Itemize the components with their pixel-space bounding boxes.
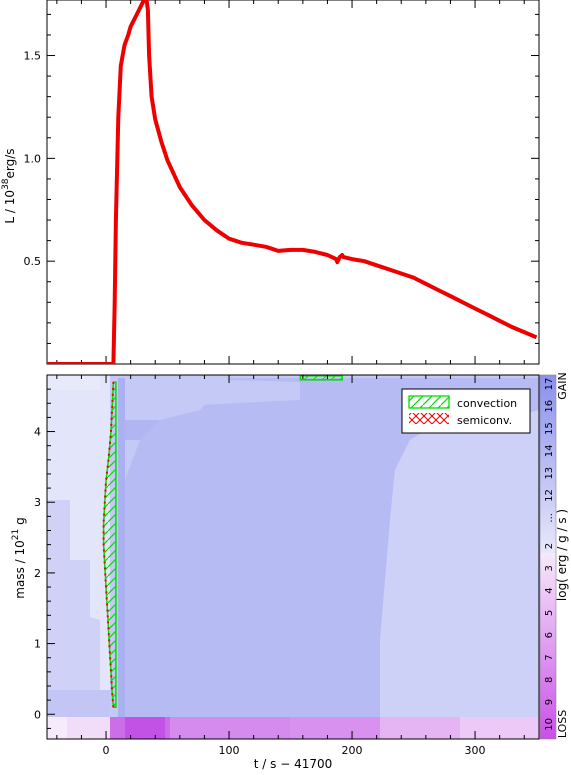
legend: convection semiconv. bbox=[401, 388, 531, 434]
colorbar-gain-labels: 17 16 15 14 13 12... bbox=[544, 378, 555, 523]
colorbar-title: log( erg / g / s ) bbox=[555, 509, 569, 601]
top-panel-frame bbox=[46, 0, 540, 365]
top-y-tick-labels: 0.5 1.0 1.5 bbox=[24, 50, 42, 269]
colorbar-loss-tick-label: 7 bbox=[544, 654, 555, 660]
colorbar-frame bbox=[539, 374, 557, 740]
legend-label-semiconvection: semiconv. bbox=[457, 414, 512, 427]
bottom-y-tick-label: 1 bbox=[34, 638, 41, 651]
bottom-y-tick-label: 2 bbox=[34, 567, 41, 580]
top-y-tick-label: 1.0 bbox=[24, 152, 42, 165]
colorbar-gain-tick-label: 12 bbox=[544, 489, 555, 502]
x-tick-label: 0 bbox=[103, 744, 110, 757]
bottom-y-axis-label: mass / 1021 g bbox=[11, 517, 27, 598]
x-tick-label: 300 bbox=[465, 744, 486, 757]
bottom-panel-frame bbox=[46, 374, 540, 740]
colorbar-gain-gradient bbox=[540, 375, 556, 553]
top-convection-strip bbox=[299, 375, 343, 381]
colorbar-gain-tick-label: 14 bbox=[544, 445, 555, 458]
colorbar-gain-tick-label: 13 bbox=[544, 467, 555, 480]
colorbar-gain-label: GAIN bbox=[556, 372, 569, 400]
convection-zone bbox=[102, 381, 117, 708]
bottom-panel-ticks bbox=[47, 375, 525, 739]
colorbar-loss-tick-label: 8 bbox=[544, 677, 555, 683]
luminosity-series-line bbox=[47, 0, 538, 364]
colorbar-gain-tick-label: ... bbox=[544, 513, 555, 523]
colorbar-gain-tick-label: 15 bbox=[544, 422, 555, 435]
x-tick-label: 200 bbox=[342, 744, 363, 757]
bottom-y-tick-label: 0 bbox=[34, 708, 41, 721]
colorbar-loss-tick-label: 4 bbox=[544, 587, 555, 593]
bottom-y-tick-label: 4 bbox=[34, 426, 41, 439]
x-tick-labels: 0 100 200 300 bbox=[103, 744, 486, 757]
legend-swatch-convection bbox=[408, 395, 450, 409]
colorbar-loss-tick-label: 10 bbox=[544, 718, 555, 731]
colorbar-loss-gradient bbox=[540, 553, 556, 739]
colorbar-gain-tick-label: 17 bbox=[544, 378, 555, 391]
bottom-y-tick-label: 3 bbox=[34, 496, 41, 509]
colorbar: 17 16 15 14 13 12... 2 3 4 5 6 7 8 9 10 GAIN log( erg… bbox=[539, 372, 569, 740]
colorbar-loss-tick-label: 3 bbox=[544, 565, 555, 571]
colorbar-loss-label: LOSS bbox=[556, 710, 569, 738]
legend-swatch-semiconvection bbox=[409, 413, 449, 424]
top-panel-ticks bbox=[47, 0, 539, 364]
colorbar-loss-labels: 2 3 4 5 6 7 8 9 10 bbox=[544, 543, 555, 731]
top-y-tick-label: 1.5 bbox=[24, 50, 42, 63]
colorbar-loss-tick-label: 9 bbox=[544, 699, 555, 705]
colorbar-loss-tick-label: 2 bbox=[544, 543, 555, 549]
x-tick-label: 100 bbox=[219, 744, 240, 757]
semiconvection-marks bbox=[102, 382, 115, 708]
top-y-axis-label: L / 1038erg/s bbox=[1, 148, 17, 223]
legend-label-convection: convection bbox=[457, 397, 517, 410]
colorbar-loss-tick-label: 5 bbox=[544, 610, 555, 616]
x-axis-label: t / s − 41700 bbox=[254, 757, 333, 771]
top-y-tick-label: 0.5 bbox=[24, 255, 42, 268]
luminosity-panel: 0.5 1.0 1.5 L / 1038erg/s bbox=[1, 0, 540, 365]
colorbar-loss-tick-label: 6 bbox=[544, 632, 555, 638]
colorbar-gain-tick-label: 16 bbox=[544, 400, 555, 413]
bottom-y-tick-labels: 0 1 2 3 4 bbox=[34, 426, 41, 722]
